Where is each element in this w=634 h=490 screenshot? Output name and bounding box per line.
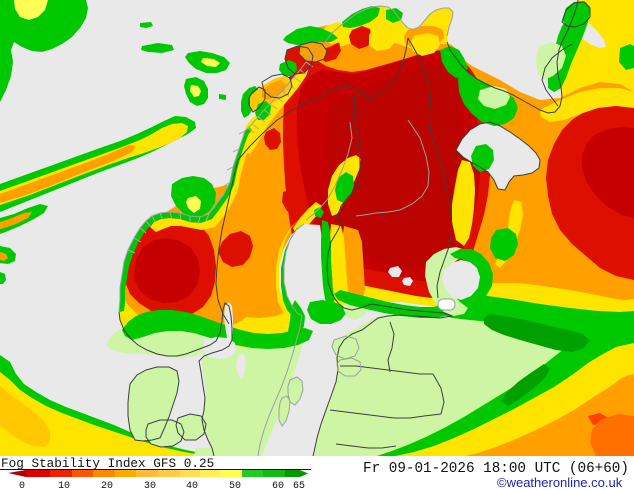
- svg-text:60: 60: [272, 481, 284, 490]
- svg-text:50: 50: [229, 481, 241, 490]
- svg-text:0: 0: [19, 481, 25, 490]
- svg-text:30: 30: [144, 481, 156, 490]
- svg-text:10: 10: [58, 481, 70, 490]
- svg-text:65: 65: [293, 481, 305, 490]
- svg-text:©weatheronline.co.uk: ©weatheronline.co.uk: [497, 475, 623, 490]
- svg-text:Fr 09-01-2026 18:00 UTC (06+60: Fr 09-01-2026 18:00 UTC (06+60): [363, 461, 629, 477]
- svg-text:40: 40: [186, 481, 198, 490]
- svg-text:Fog Stability Index GFS 0.25: Fog Stability Index GFS 0.25: [1, 456, 214, 471]
- svg-text:20: 20: [101, 481, 113, 490]
